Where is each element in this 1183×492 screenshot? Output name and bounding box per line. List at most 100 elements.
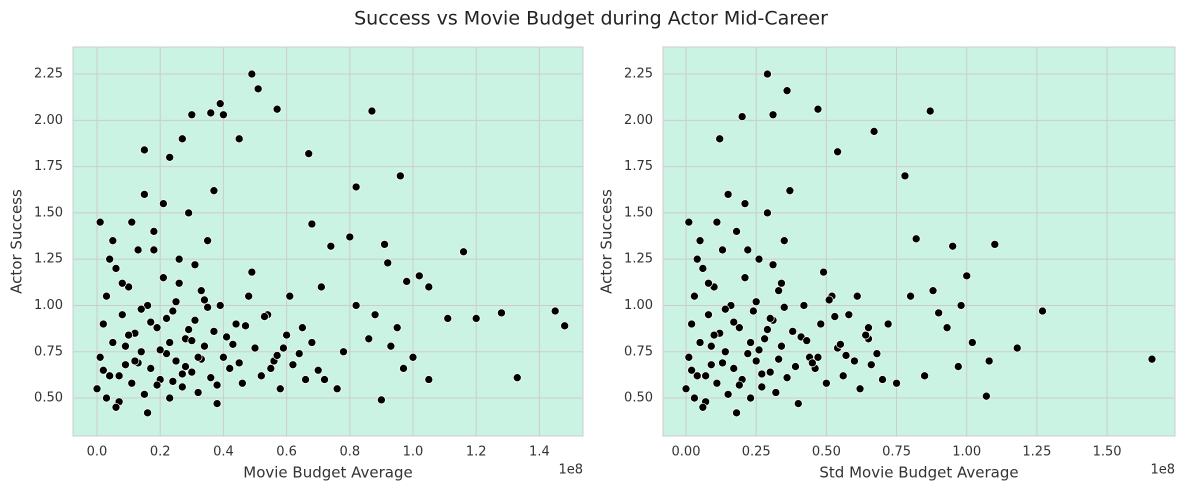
point xyxy=(165,393,175,403)
point xyxy=(181,362,190,371)
point xyxy=(92,384,102,394)
point xyxy=(117,310,127,320)
point xyxy=(127,217,137,227)
point xyxy=(339,347,348,357)
point xyxy=(690,291,699,301)
y-tick-label: 2.25 xyxy=(624,67,653,82)
point xyxy=(260,312,269,321)
point xyxy=(777,278,786,288)
point xyxy=(774,354,783,364)
point xyxy=(193,352,203,362)
point xyxy=(948,241,958,251)
point xyxy=(177,369,187,379)
point xyxy=(822,378,831,388)
point xyxy=(159,199,168,208)
y-tick-label: 1.25 xyxy=(34,252,63,267)
x-tick-label: 1.4 xyxy=(529,445,550,460)
x-axis-label: Movie Budget Average xyxy=(243,464,412,482)
point xyxy=(117,278,127,288)
point xyxy=(238,378,247,388)
point xyxy=(771,388,781,397)
point xyxy=(396,171,405,181)
point xyxy=(95,352,105,362)
point xyxy=(231,319,241,329)
point xyxy=(720,304,730,314)
point xyxy=(206,108,216,118)
point xyxy=(98,365,108,375)
point xyxy=(219,352,228,362)
point xyxy=(203,302,212,312)
point xyxy=(272,351,282,360)
point xyxy=(866,360,876,370)
x-tick-label: 1.00 xyxy=(952,445,981,460)
point xyxy=(690,393,699,403)
y-axis-label: Actor Success xyxy=(598,189,616,294)
point xyxy=(695,236,705,246)
point xyxy=(497,308,506,318)
point xyxy=(121,341,130,351)
point xyxy=(763,69,772,79)
point xyxy=(332,384,342,394)
point xyxy=(732,408,741,418)
point xyxy=(187,336,197,345)
point xyxy=(892,378,901,388)
point xyxy=(864,323,873,333)
point xyxy=(380,240,389,249)
point xyxy=(920,371,929,381)
point xyxy=(782,373,792,383)
point xyxy=(844,310,854,320)
point xyxy=(715,134,725,144)
point xyxy=(751,297,761,307)
point xyxy=(162,349,171,358)
point xyxy=(735,380,744,390)
point xyxy=(740,199,750,208)
point xyxy=(111,264,121,273)
x-tick-label: 0.6 xyxy=(276,445,297,460)
y-tick-label: 2.25 xyxy=(34,67,63,82)
point xyxy=(184,208,194,218)
point xyxy=(967,338,977,347)
y-tick-label: 1.50 xyxy=(34,205,63,220)
point xyxy=(168,377,178,386)
point xyxy=(209,327,219,336)
point xyxy=(740,273,750,283)
point xyxy=(550,306,560,316)
point xyxy=(471,314,481,323)
point xyxy=(777,341,786,351)
point xyxy=(108,338,118,347)
point xyxy=(288,360,298,370)
point xyxy=(833,147,842,157)
y-tick-label: 0.75 xyxy=(624,344,653,359)
y-tick-label: 1.00 xyxy=(34,298,63,313)
x-tick-label: 1.50 xyxy=(1093,445,1122,460)
point xyxy=(723,190,733,199)
point xyxy=(712,378,722,388)
point xyxy=(934,308,943,318)
point xyxy=(177,382,187,392)
point xyxy=(320,375,329,384)
point xyxy=(883,319,893,329)
point xyxy=(698,264,708,273)
point xyxy=(247,267,257,277)
y-tick-label: 1.75 xyxy=(624,159,653,174)
point xyxy=(152,380,162,390)
point xyxy=(459,247,468,257)
point xyxy=(838,371,848,381)
point xyxy=(307,219,317,229)
point xyxy=(136,304,146,314)
point xyxy=(165,338,175,347)
point xyxy=(162,314,171,323)
point xyxy=(799,301,809,310)
point xyxy=(841,351,851,360)
point xyxy=(737,112,747,121)
point xyxy=(698,402,708,412)
x-axis-label: Std Movie Budget Average xyxy=(819,464,1018,482)
x-tick-label: 1.25 xyxy=(1022,445,1051,460)
point xyxy=(285,291,295,301)
point xyxy=(399,364,408,373)
x-tick-label: 1.2 xyxy=(466,445,487,460)
point xyxy=(852,291,862,301)
point xyxy=(392,323,402,333)
x-tick-label: 0.0 xyxy=(87,445,108,460)
point xyxy=(98,319,108,329)
